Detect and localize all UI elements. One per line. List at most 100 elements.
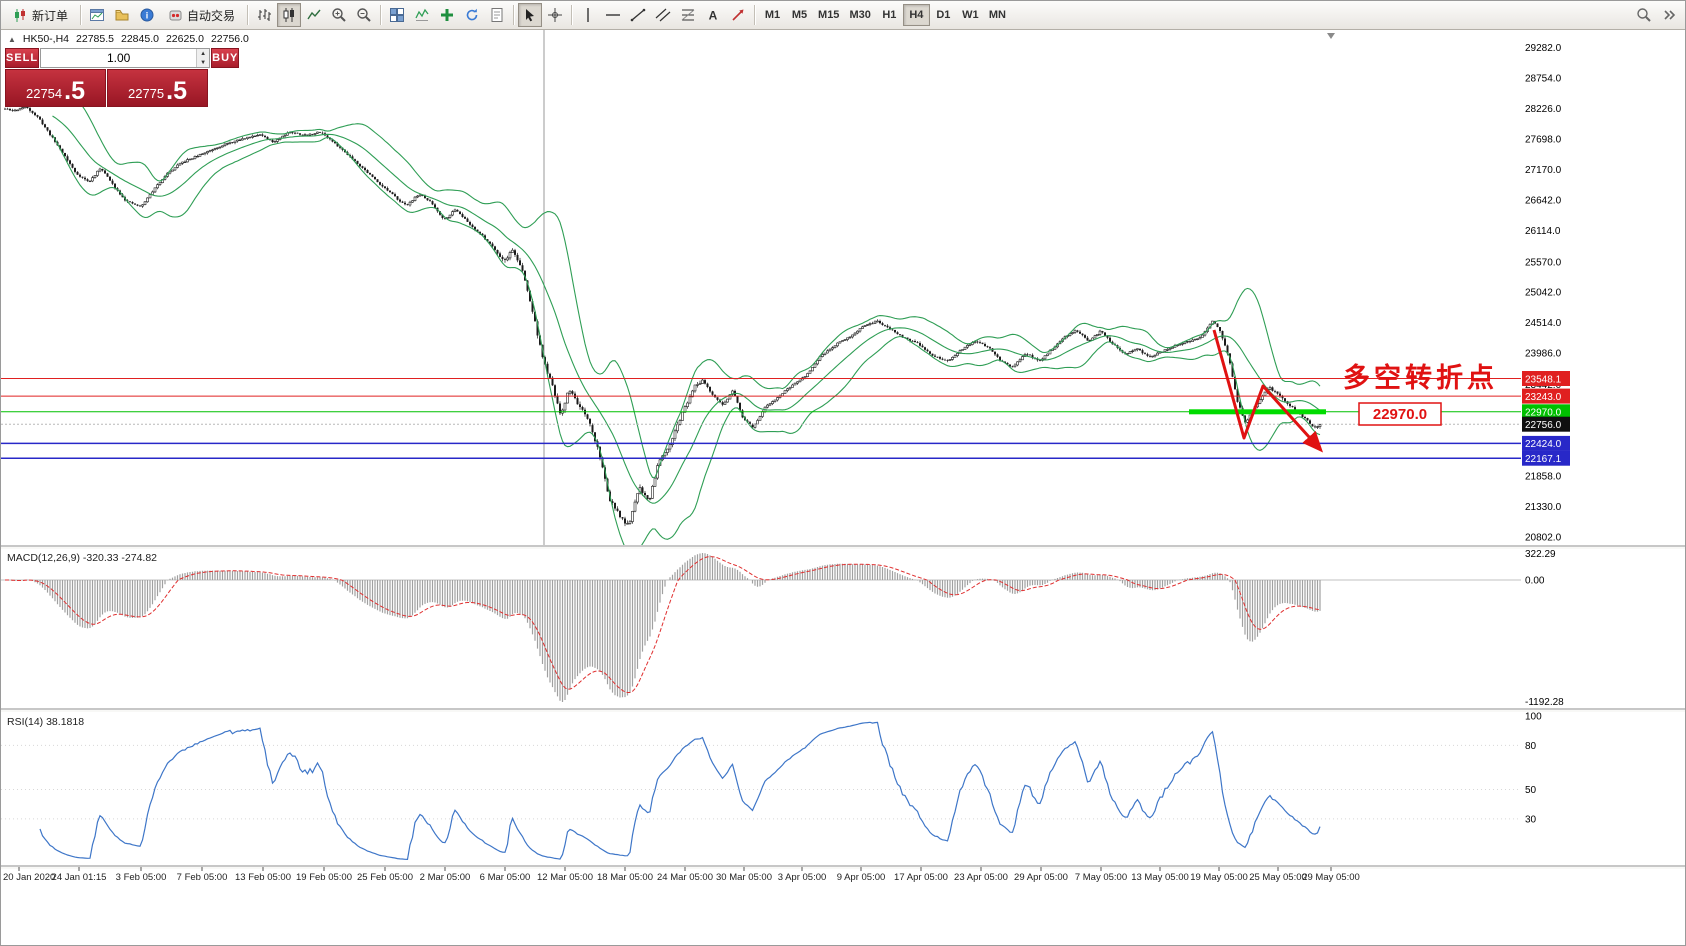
x-axis-label: 30 Mar 05:00 (716, 872, 772, 883)
fibonacci-button[interactable] (676, 3, 700, 27)
rsi-axis-label: 100 (1525, 712, 1542, 723)
ohlc-close: 22756.0 (210, 33, 249, 45)
timeframe-group: M1 M5 M15 M30 H1 H4 D1 W1 MN (759, 4, 1011, 26)
indicators-button[interactable] (410, 3, 434, 27)
trendline-icon (630, 8, 646, 22)
charts-grid-button[interactable] (85, 3, 109, 27)
sell-price-pips: .5 (64, 77, 85, 105)
crosshair-button[interactable] (543, 3, 567, 27)
rsi-label: RSI(14) 38.1818 (7, 716, 84, 728)
cursor-button[interactable] (518, 3, 543, 27)
price-tag-label: 22970.0 (1525, 408, 1562, 419)
price-axis[interactable]: 29282.0 28754.0 28226.0 27698.0 27170.0 26642… (1522, 43, 1570, 544)
volume-box: ▲ ▼ (40, 48, 211, 68)
timeframe-m15[interactable]: M15 (813, 4, 844, 26)
collapse-panel-icon[interactable]: ▲ (8, 34, 16, 44)
bull-candles (13, 106, 1322, 525)
x-axis-label: 19 May 05:00 (1190, 872, 1248, 883)
text-button[interactable]: A (701, 3, 725, 27)
timeframe-d1[interactable]: D1 (930, 4, 957, 26)
x-axis-label: 2 Mar 05:00 (420, 872, 471, 883)
timeframe-m30[interactable]: M30 (844, 4, 875, 26)
x-axis-label: 29 May 05:00 (1302, 872, 1360, 883)
text-icon: A (709, 9, 718, 23)
price-tag-label: 22167.1 (1525, 454, 1562, 465)
price-tag-label: 23548.1 (1525, 374, 1562, 385)
add-indicator-button[interactable] (435, 3, 459, 27)
sell-price[interactable]: 22754 .5 (5, 69, 106, 107)
x-axis-label: 3 Feb 05:00 (116, 872, 167, 883)
x-axis-label: 6 Mar 05:00 (480, 872, 531, 883)
x-axis-label: 25 Feb 05:00 (357, 872, 413, 883)
buy-price-pips: .5 (166, 77, 187, 105)
zoom-out-icon (357, 8, 371, 22)
timeframe-h4[interactable]: H4 (902, 4, 930, 26)
new-order-button[interactable]: 新订单 (5, 3, 76, 27)
svg-text:A: A (709, 9, 718, 23)
timeframe-w1[interactable]: W1 (957, 4, 984, 26)
y-axis-label: 28226.0 (1525, 104, 1562, 115)
candle-chart-mode-button[interactable] (277, 3, 302, 27)
price-tag-label: 22756.0 (1525, 420, 1562, 431)
one-click-trading-panel: SELL ▲ ▼ BUY 22754 .5 22775 .5 (5, 48, 240, 107)
y-axis-label: 27698.0 (1525, 134, 1562, 145)
macd-axis-max: 322.29 (1525, 549, 1556, 560)
chart-canvas[interactable]: 多空转折点 22970.0 29282.0 28754.0 28226.0 27698.0… (1, 30, 1686, 946)
channel-button[interactable] (651, 3, 675, 27)
ohlc-high: 22845.0 (121, 33, 159, 45)
volume-up-icon[interactable]: ▲ (197, 49, 210, 58)
toolbar: 新订单 i (1, 1, 1685, 30)
zoom-in-button[interactable] (327, 3, 351, 27)
svg-text:i: i (146, 11, 149, 21)
symbol-period: HK50-,H4 (22, 33, 70, 45)
period-cycle-button[interactable] (460, 3, 484, 27)
timeframe-h1[interactable]: H1 (876, 4, 903, 26)
timeframe-m5[interactable]: M5 (786, 4, 813, 26)
y-axis-label: 21330.0 (1525, 502, 1562, 513)
sell-button[interactable]: SELL (5, 48, 40, 68)
autotrade-icon (169, 10, 182, 20)
zoom-out-button[interactable] (352, 3, 376, 27)
timeframe-mn[interactable]: MN (984, 4, 1011, 26)
volume-spinner: ▲ ▼ (196, 49, 210, 67)
trendline-button[interactable] (626, 3, 650, 27)
timeframe-m1[interactable]: M1 (759, 4, 786, 26)
volume-down-icon[interactable]: ▼ (197, 58, 210, 67)
horizontal-line-button[interactable] (601, 3, 625, 27)
buy-button[interactable]: BUY (211, 48, 240, 68)
tile-windows-button[interactable] (385, 3, 409, 27)
x-axis-label: 24 Mar 05:00 (657, 872, 713, 883)
turning-point-annotation[interactable]: 多空转折点 (1343, 362, 1498, 393)
overflow-button[interactable] (1657, 3, 1681, 27)
trend-arrow-annotation[interactable] (1212, 329, 1324, 453)
buy-price[interactable]: 22775 .5 (107, 69, 208, 107)
chart-background (1, 30, 1685, 945)
bollinger-lower-band (52, 134, 1321, 545)
candle-chart-mode-icon (283, 8, 295, 22)
volume-input[interactable] (41, 49, 197, 67)
x-axis-label: 29 Apr 05:00 (1014, 872, 1068, 883)
ohlc-low: 22625.0 (165, 33, 204, 45)
ohlc-open: 22785.5 (76, 33, 114, 45)
autotrade-button[interactable]: 自动交易 (160, 3, 243, 27)
line-chart-mode-button[interactable] (302, 3, 326, 27)
macd-axis-zero: 0.00 (1525, 576, 1545, 587)
profiles-button[interactable] (110, 3, 134, 27)
x-axis-label: 13 Feb 05:00 (235, 872, 291, 883)
bar-chart-mode-button[interactable] (252, 3, 276, 27)
level-box[interactable] (1358, 402, 1442, 426)
x-axis-label: 18 Mar 05:00 (597, 872, 653, 883)
data-window-button[interactable]: i (135, 3, 159, 27)
toolbar-separator (571, 5, 573, 25)
level-highlight-segment[interactable] (1189, 409, 1326, 415)
charts-grid-icon (90, 9, 105, 21)
arrows-button[interactable] (726, 3, 750, 27)
x-axis-label: 20 Jan 2020 (3, 872, 55, 883)
toolbar-separator (380, 5, 382, 25)
template-button[interactable] (485, 3, 509, 27)
price-tag (1522, 388, 1570, 404)
search-button[interactable] (1632, 3, 1656, 27)
vertical-line-button[interactable] (576, 3, 600, 27)
autotrade-label: 自动交易 (187, 8, 236, 23)
